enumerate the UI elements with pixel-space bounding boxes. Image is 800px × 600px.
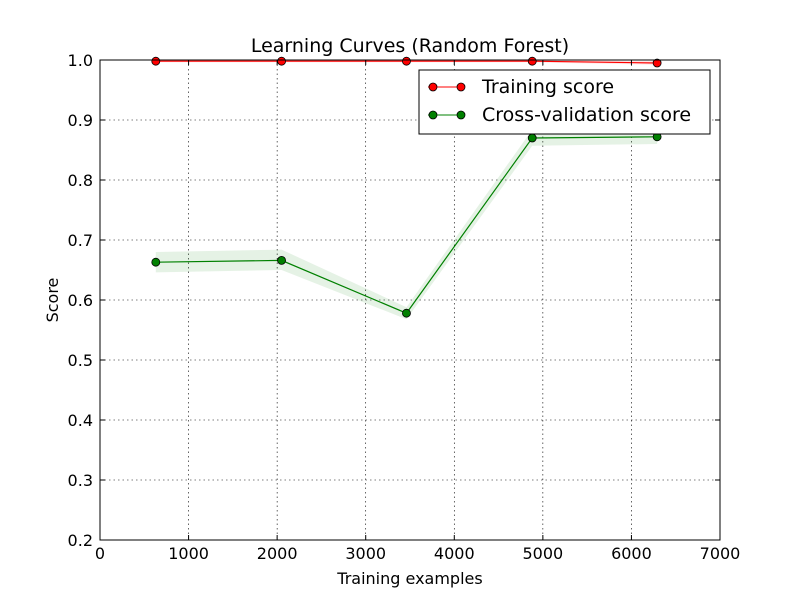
legend-box — [418, 69, 711, 135]
x-tick-label: 1000 — [168, 544, 209, 563]
cross-validation-point — [402, 308, 411, 318]
cross-validation-point — [151, 257, 161, 267]
y-tick-label: 0.2 — [68, 531, 93, 550]
x-tick-label: 3000 — [345, 544, 386, 563]
y-tick-label: 0.8 — [68, 171, 93, 190]
x-tick-label: 5000 — [522, 544, 563, 563]
legend-marker-cv — [428, 110, 438, 120]
training-point — [527, 56, 537, 66]
chart-title: Learning Curves (Random Forest) — [251, 35, 569, 57]
legend-marker-training-2 — [456, 82, 466, 92]
training-point — [402, 56, 411, 66]
x-axis-label: Training examples — [336, 569, 482, 588]
x-tick-label: 0 — [95, 544, 105, 563]
y-tick-label: 0.9 — [68, 111, 93, 130]
y-tick-label: 0.5 — [68, 351, 93, 370]
training-point — [151, 56, 161, 66]
legend-label-cv: Cross-validation score — [482, 104, 691, 126]
legend: Training score Cross-validation score — [418, 69, 711, 135]
x-tick-label: 2000 — [257, 544, 298, 563]
grid — [100, 60, 720, 540]
y-tick-label: 0.3 — [68, 471, 93, 490]
cross-validation-point — [527, 133, 537, 143]
y-tick-label: 0.6 — [68, 291, 93, 310]
y-tick-label: 1.0 — [68, 51, 93, 70]
legend-marker-training — [428, 82, 438, 92]
y-axis-label: Score — [43, 278, 62, 323]
training-point — [652, 58, 662, 68]
x-tick-label: 4000 — [434, 544, 475, 563]
x-tick-label: 7000 — [700, 544, 741, 563]
y-tick-label: 0.7 — [68, 231, 93, 250]
ticks: 0 1000 2000 3000 4000 5000 6000 7000 0.2 0.3 0.4 0.… — [68, 51, 741, 563]
training-point — [277, 56, 286, 66]
series-lines — [151, 56, 662, 318]
x-tick-label: 6000 — [611, 544, 652, 563]
legend-label-training: Training score — [481, 76, 614, 98]
y-tick-label: 0.4 — [68, 411, 93, 430]
legend-marker-cv-2 — [456, 110, 466, 120]
cross-validation-point — [277, 255, 286, 265]
